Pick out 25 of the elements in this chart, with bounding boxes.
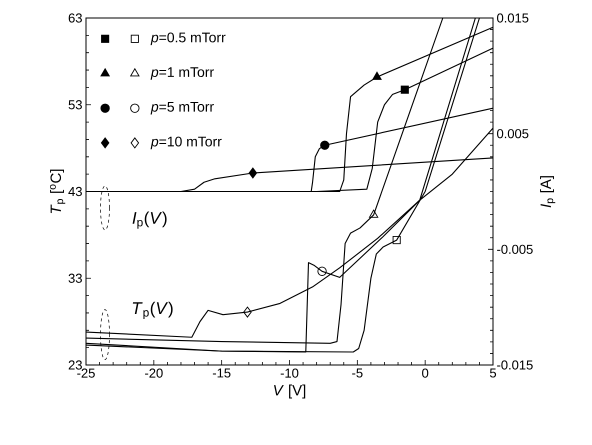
- y2-tick-label: 0.005: [497, 129, 528, 138]
- y-tick-label: 33: [68, 274, 82, 283]
- x-tick-label: 0: [422, 368, 428, 378]
- legend-label: p=5 mTorr: [150, 102, 214, 114]
- y2-tick-label: -0.005: [497, 244, 533, 254]
- y2-tick-label: -0.015: [497, 360, 533, 370]
- x-tick-label: -10: [280, 368, 298, 378]
- x-tick-label: -20: [145, 368, 163, 378]
- y-tick-label: 63: [68, 13, 82, 23]
- y2-tick-label: 0.015: [497, 13, 528, 23]
- y2-axis-title: I$_{p}$ [A]: [540, 176, 556, 208]
- y-tick-label: 23: [68, 360, 82, 370]
- y-axis-title: T$_{p}$ [$^{o}$C]: [50, 170, 66, 214]
- x-tick-label: -25: [77, 368, 95, 378]
- annotation: T$_{p}$(V): [132, 302, 173, 320]
- legend-label: p=10 mTorr: [150, 136, 222, 150]
- y-tick-label: 43: [68, 186, 82, 196]
- x-axis-title: V [V]: [274, 384, 306, 398]
- x-tick-label: 5: [490, 368, 496, 378]
- x-tick-label: -15: [212, 368, 230, 378]
- annotation: I$_{p}$(V): [132, 211, 167, 229]
- y-tick-label: 53: [68, 100, 82, 110]
- x-tick-label: -5: [352, 368, 363, 378]
- legend-label: p=0.5 mTorr: [150, 32, 226, 46]
- legend-label: p=1 mTorr: [150, 67, 214, 80]
